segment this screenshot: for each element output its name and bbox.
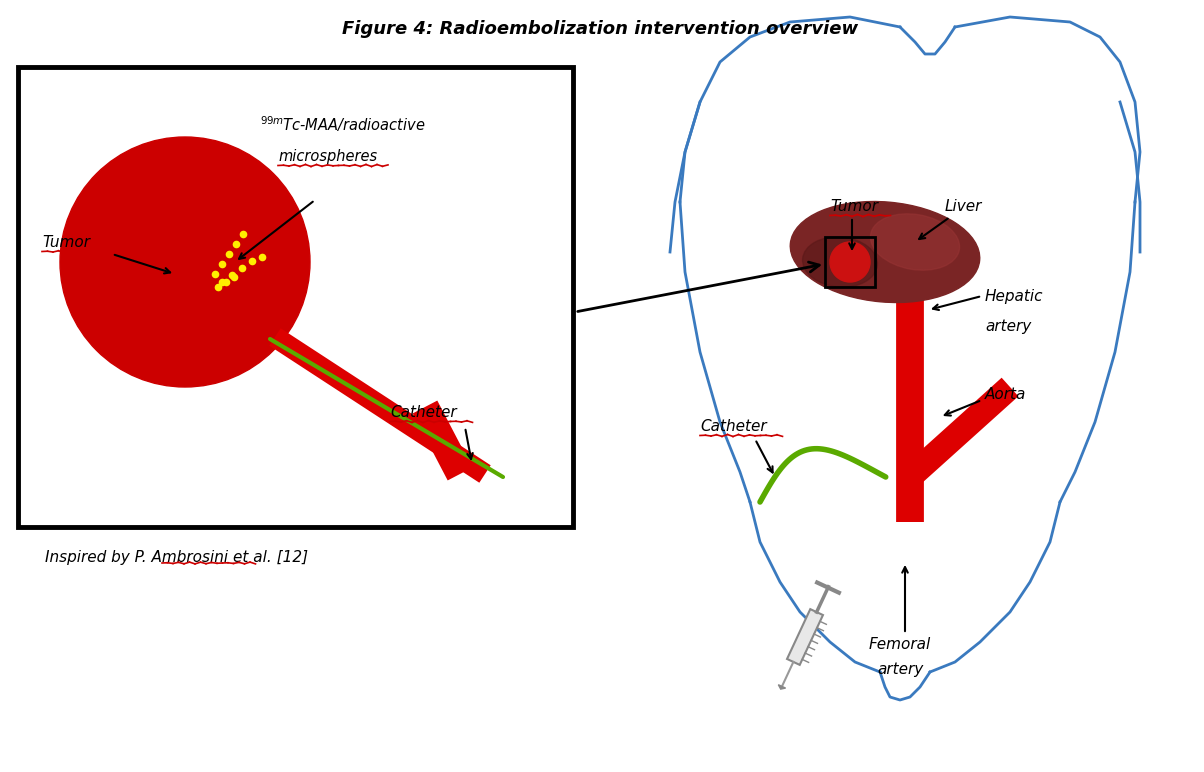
Text: Inspired by P. Ambrosini et al. [12]: Inspired by P. Ambrosini et al. [12] [45,550,308,565]
Text: artery: artery [877,662,923,677]
Text: Aorta: Aorta [985,387,1026,402]
Bar [825,237,875,287]
Circle shape [60,137,309,387]
Text: Femoral: Femoral [869,637,931,652]
Text: Hepatic: Hepatic [985,289,1044,304]
Text: Liver: Liver [945,199,982,214]
Text: Catheter: Catheter [390,405,456,420]
Text: artery: artery [985,319,1032,334]
Ellipse shape [790,201,980,303]
Text: Catheter: Catheter [700,419,767,434]
Text: Tumor: Tumor [830,199,878,214]
Text: $^{99m}$Tc-MAA/radioactive: $^{99m}$Tc-MAA/radioactive [260,114,425,134]
Bar [18,67,573,527]
Text: Tumor: Tumor [42,235,90,250]
Ellipse shape [803,237,878,287]
Text: microspheres: microspheres [278,149,377,164]
Text: Figure 4: Radioembolization intervention overview: Figure 4: Radioembolization intervention… [342,20,858,38]
Circle shape [830,242,870,282]
Polygon shape [787,609,824,665]
Polygon shape [778,685,785,689]
Ellipse shape [870,214,960,270]
